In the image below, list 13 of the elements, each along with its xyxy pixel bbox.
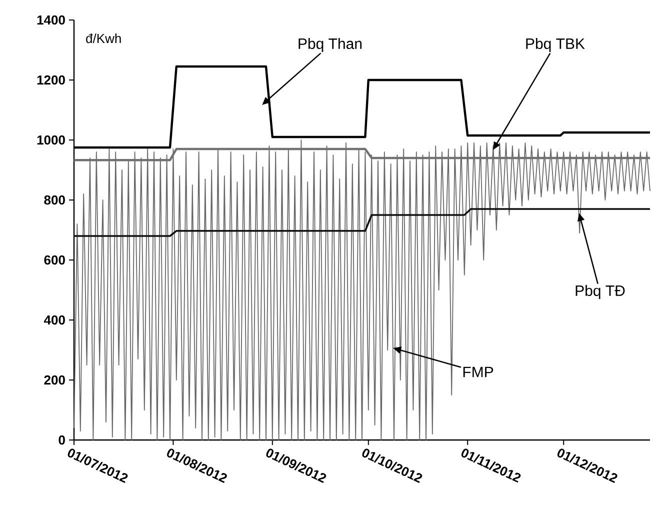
y-tick-label: 200: [44, 375, 65, 385]
y-axis-title: đ/Kwh: [86, 34, 121, 44]
series-label: FMP: [463, 366, 494, 378]
text: Pbq TBK: [526, 38, 585, 52]
text: Pbq TĐ: [576, 285, 625, 299]
y-tick-label: 400: [44, 315, 65, 325]
y-tick-label: 1000: [37, 135, 65, 145]
y-tick-label: 800: [44, 195, 65, 205]
y-tick-label: 1200: [37, 75, 65, 85]
series-label: Pbq Than: [298, 38, 362, 52]
y-tick-label: 0: [58, 435, 65, 445]
y-tick-label: 1400: [37, 15, 65, 25]
y-tick-label: 600: [44, 255, 65, 265]
